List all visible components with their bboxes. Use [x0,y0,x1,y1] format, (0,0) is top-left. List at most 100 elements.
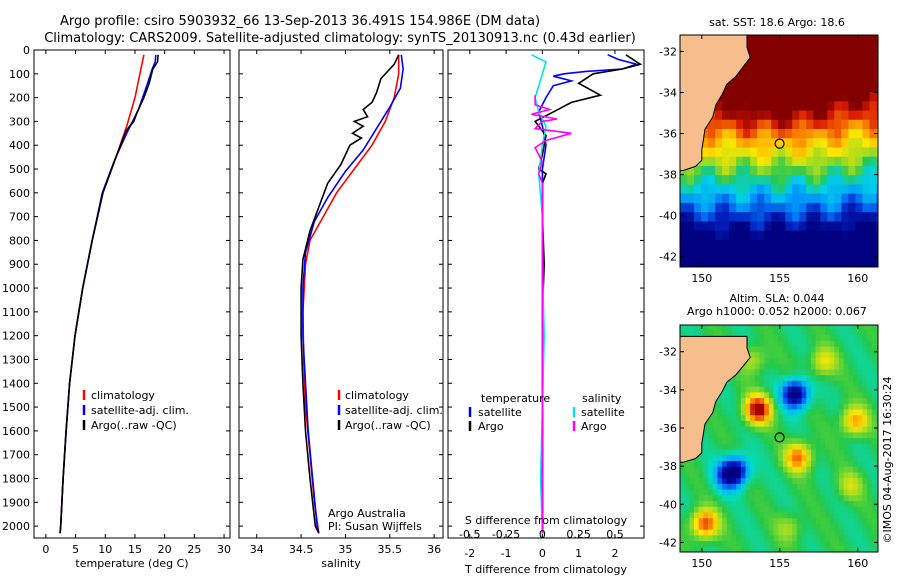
sst-cell [855,193,864,203]
sla-cell [862,494,868,502]
legend-label: Argo(..raw -QC) [345,419,431,432]
sla-cell [839,368,845,376]
sla-cell [862,540,868,547]
sla-cell [801,403,807,410]
sst-cell [855,137,864,148]
sla-cell [820,351,826,359]
sla-cell [726,517,733,524]
sla-cell [764,529,770,536]
sla-cell [712,534,719,542]
sst-cell [687,230,695,240]
sla-cell [736,443,742,450]
sla-cell [689,506,695,513]
sst-cell [876,248,878,259]
sla-cell [708,546,714,552]
sla-cell [787,466,793,473]
sla-cell [853,408,859,416]
sst-cell [750,137,758,148]
sla-cell [773,506,779,513]
sla-cell [782,443,789,450]
sla-cell [684,534,690,542]
sla-cell [792,380,798,387]
sla-cell [867,325,873,330]
sla-cell [736,540,742,547]
sla-cell [740,374,747,381]
sla-cell [736,477,742,484]
sla-cell [764,340,770,347]
sla-cell [824,466,831,473]
sst-cell [687,183,695,194]
sla-cell [834,357,840,364]
sla-cell [843,431,849,439]
sla-cell [740,454,747,462]
sst-cell [771,202,779,213]
sst-cell [750,220,758,231]
sst-cell [792,174,800,185]
sla-cell [792,506,798,513]
sla-cell [862,408,868,416]
sst-cell [743,63,751,74]
sst-cell [799,54,807,65]
sla-cell [745,454,751,462]
sla-cell [871,374,878,381]
sst-cell [792,100,800,111]
sst-cell [827,202,835,213]
sla-cell [726,460,733,467]
sst-cell [841,183,849,194]
sst-cell [785,202,793,213]
sla-cell [764,506,770,513]
sst-cell [764,230,772,240]
sla-cell [754,460,761,467]
sla-cell [829,523,835,530]
sla-cell [810,448,817,456]
sst-cell [848,239,856,250]
sla-cell [857,420,864,427]
sla-cell [703,546,709,552]
sla-cell [834,426,840,433]
sla-cell [824,386,831,393]
sst-cell [757,119,765,130]
sla-cell [876,483,878,490]
sla-cell [773,454,779,462]
sst-cell [757,54,765,65]
lat-tick-label: -38 [659,460,677,473]
lat-tick-label: -38 [659,169,677,182]
sst-cell [876,72,878,83]
sla-cell [839,340,845,347]
sla-cell [829,506,835,513]
s-axis-label: S difference from climatology [465,514,628,527]
sst-cell [736,72,744,83]
sst-cell [750,174,758,185]
sla-cell [731,454,737,462]
sla-cell [754,374,761,381]
sla-cell [722,546,728,552]
sla-cell [867,328,873,336]
sst-cell [743,193,751,203]
sst-cell [722,193,730,203]
sst-cell [778,119,786,130]
sla-cell [773,391,779,399]
sla-cell [773,397,779,404]
sla-cell [839,431,845,439]
sst-cell [785,36,793,46]
sla-cell [698,328,704,336]
sla-cell [806,534,812,542]
sst-cell [778,239,786,250]
lat-tick-label: -36 [659,128,677,141]
sla-cell [736,489,742,496]
sla-cell [736,420,742,427]
sst-cell [715,257,723,267]
sst-cell [869,109,878,120]
sla-cell [787,325,793,330]
sla-cell [778,517,784,524]
sla-cell [722,534,728,542]
map-frame [679,324,879,553]
sst-cell [869,257,878,267]
sla-cell [708,523,714,530]
sla-cell [867,540,873,547]
sla-cell [745,391,751,399]
sst-cell [827,239,835,250]
x-tick-label: 25 [187,543,201,556]
sla-cell [839,489,845,496]
sla-cell [698,454,704,462]
